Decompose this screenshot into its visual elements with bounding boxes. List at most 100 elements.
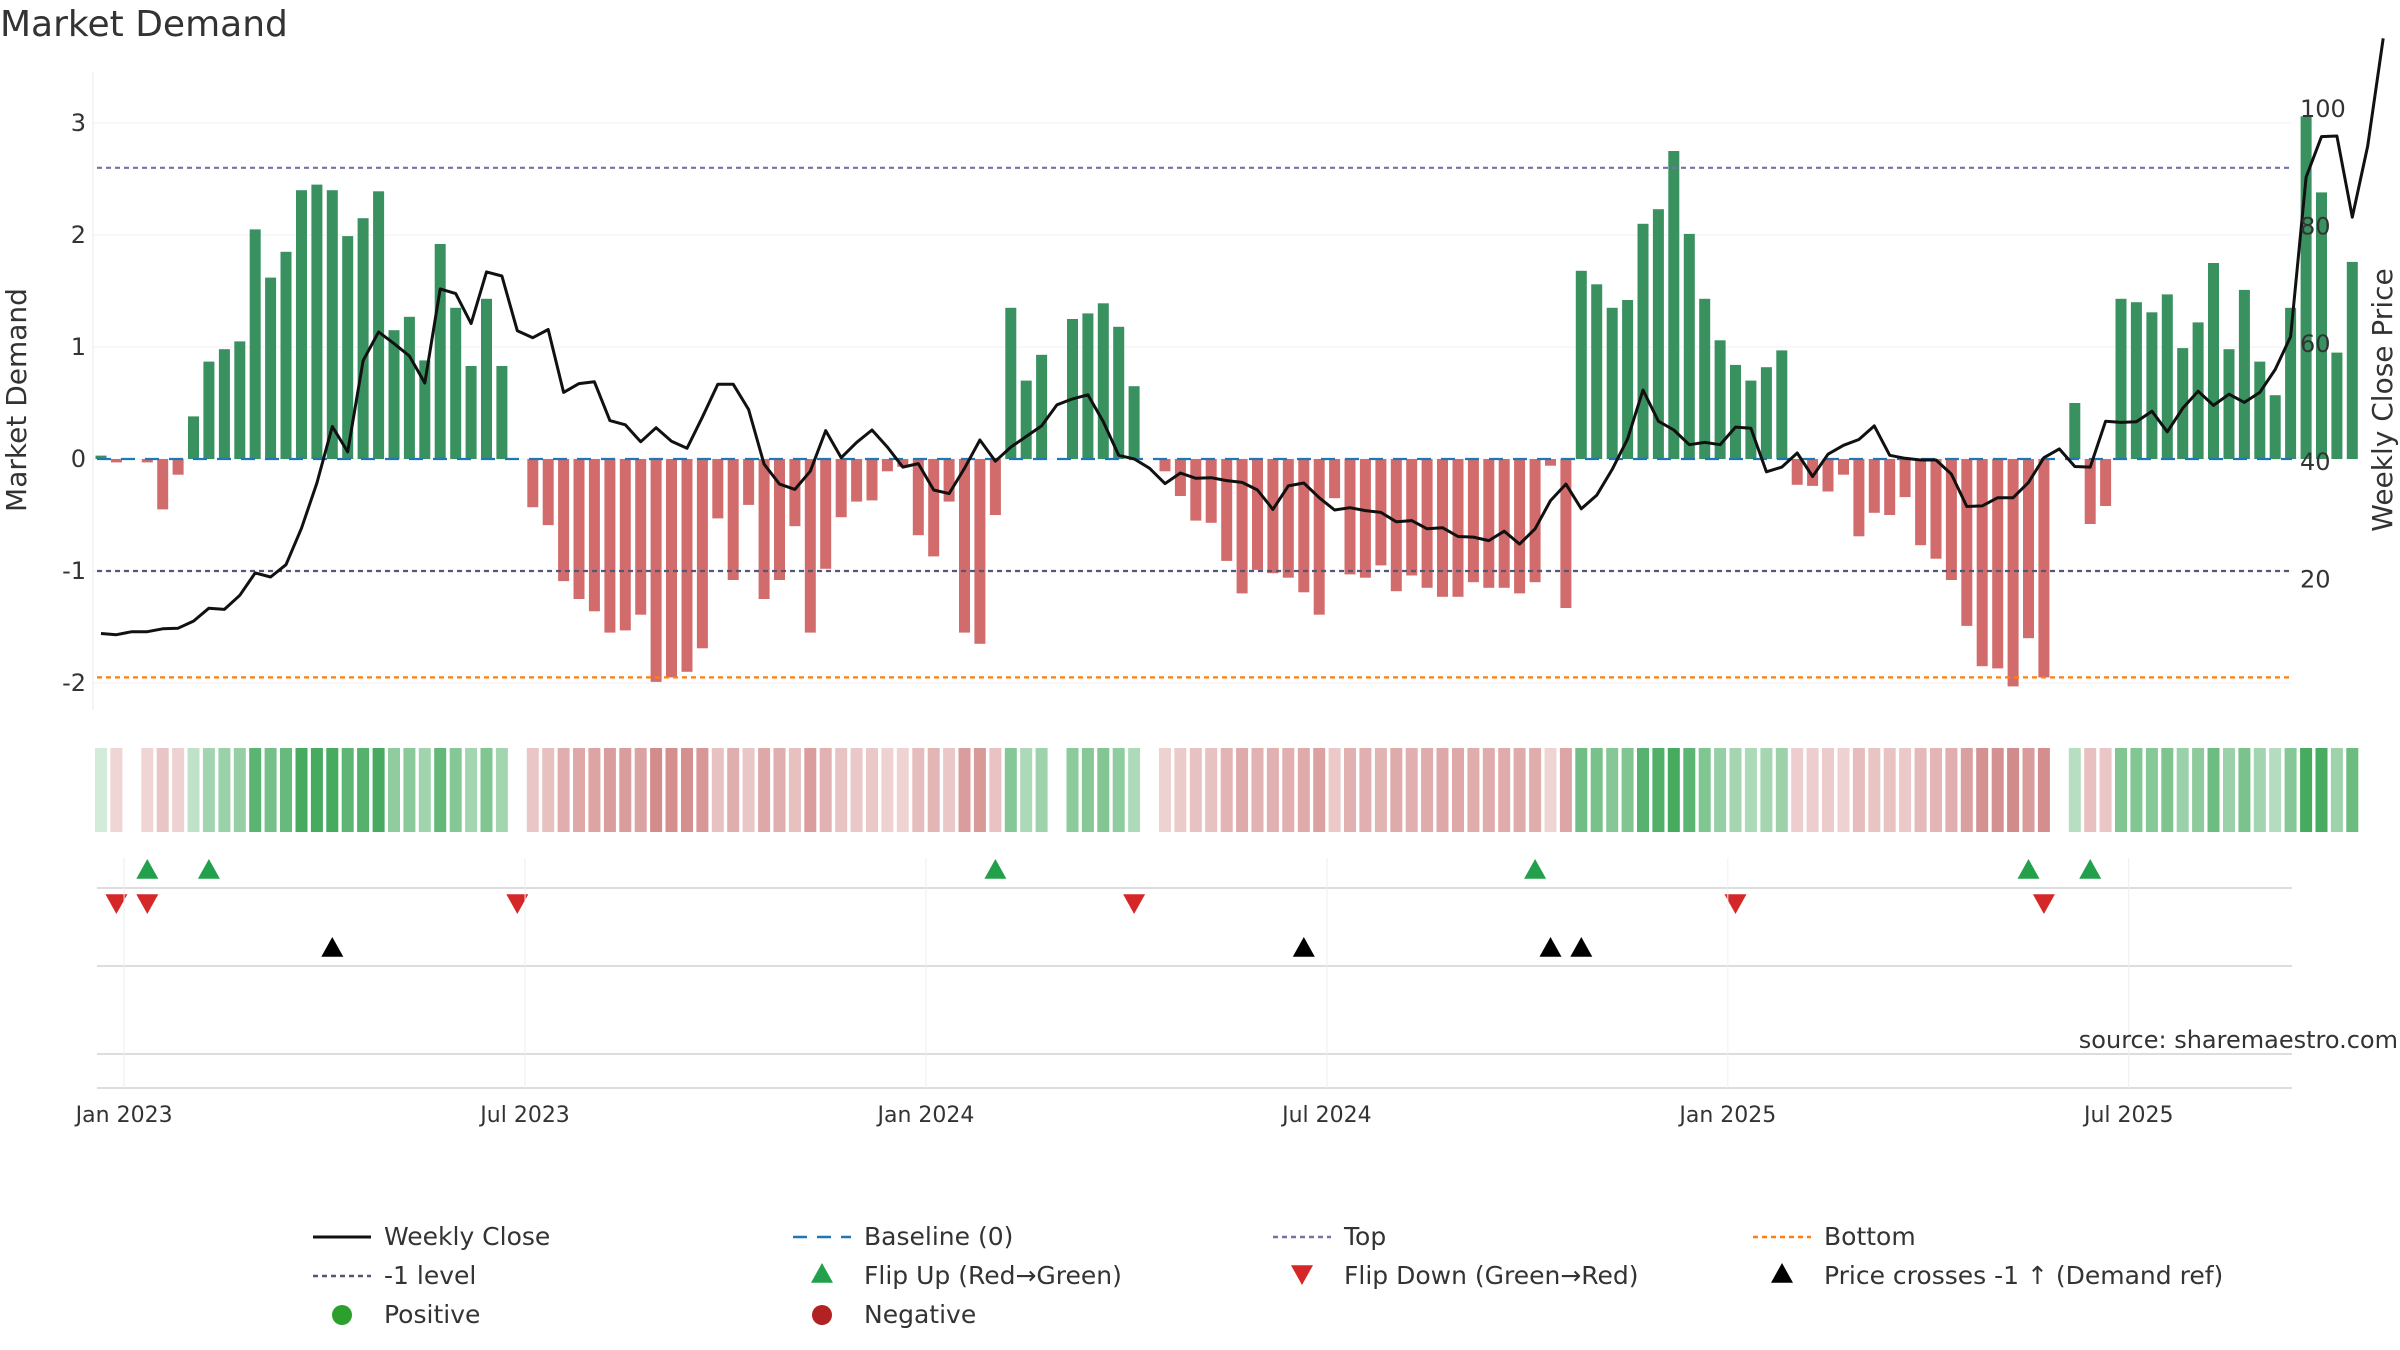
- heat-cell: [773, 748, 786, 832]
- demand-bar: [1082, 313, 1094, 459]
- demand-bar: [619, 459, 631, 631]
- heat-cell: [1791, 748, 1804, 832]
- demand-bar: [2007, 459, 2019, 687]
- heat-cell: [1436, 748, 1449, 832]
- heat-cell: [1313, 748, 1326, 832]
- heat-cell: [2223, 748, 2235, 832]
- demand-bar: [928, 459, 940, 557]
- demand-bar: [1791, 459, 1803, 485]
- heat-cell: [310, 748, 323, 832]
- legend-bottom-label: Bottom: [1824, 1222, 1916, 1251]
- demand-heat-strip: [95, 748, 2359, 832]
- demand-bar: [342, 236, 354, 459]
- weekly-close-line: [100, 38, 2385, 637]
- demand-bar: [1329, 459, 1341, 499]
- heat-cell: [1421, 748, 1434, 832]
- heat-cell: [2207, 748, 2220, 832]
- demand-bar: [820, 459, 832, 569]
- demand-bar: [1190, 459, 1202, 521]
- demand-bar: [1036, 354, 1048, 459]
- demand-bar: [1406, 459, 1418, 576]
- heat-cell: [958, 748, 971, 832]
- demand-bar: [1282, 459, 1294, 578]
- demand-bar: [1945, 459, 1957, 580]
- demand-bar: [2300, 116, 2312, 460]
- y2-axis-ticks: 20 40 60 80 100: [2300, 95, 2346, 593]
- demand-bar: [296, 190, 307, 459]
- heat-cell: [2099, 748, 2112, 832]
- demand-bar: [1730, 364, 1741, 459]
- heat-cell: [1405, 748, 1418, 832]
- demand-bar: [2316, 192, 2327, 459]
- demand-bar: [265, 277, 277, 459]
- demand-bar: [326, 190, 338, 459]
- demand-bar: [1529, 459, 1541, 583]
- demand-bar: [234, 341, 246, 459]
- demand-bar: [1668, 151, 1680, 459]
- heat-cell: [2161, 748, 2174, 832]
- heat-cell: [681, 748, 693, 832]
- heat-cell: [1174, 748, 1187, 832]
- flip-down-marker: [506, 894, 529, 914]
- price-cross-marker: [1539, 937, 1562, 957]
- demand-bar: [1005, 307, 1017, 459]
- flip-up-marker: [197, 859, 220, 879]
- heat-cell: [434, 748, 447, 832]
- flip-up-marker: [136, 859, 159, 879]
- heat-cell: [1189, 748, 1202, 832]
- heat-cell: [2115, 748, 2127, 832]
- demand-bar: [2346, 261, 2358, 459]
- heat-cell: [989, 748, 1002, 832]
- flip-up-marker: [1524, 859, 1547, 879]
- flip-down-marker: [105, 894, 128, 914]
- signal-markers: [97, 859, 2292, 1089]
- heat-cell: [1236, 748, 1249, 832]
- heat-cell: [449, 748, 462, 832]
- heat-cell: [588, 748, 601, 832]
- y2-tick-label: 20: [2300, 565, 2331, 593]
- demand-bar: [712, 459, 724, 519]
- demand-bar: [2285, 307, 2297, 459]
- demand-bar: [172, 459, 184, 475]
- heat-cell: [1852, 748, 1865, 832]
- y2-tick-label: 100: [2300, 95, 2346, 123]
- heat-cell: [1698, 748, 1711, 832]
- demand-bar: [912, 459, 924, 536]
- demand-bar: [1113, 326, 1125, 459]
- demand-bar: [1745, 380, 1757, 459]
- heat-cell: [1960, 748, 1973, 832]
- heat-cell: [341, 748, 354, 832]
- heat-cell: [495, 748, 508, 832]
- demand-bar: [1344, 459, 1356, 575]
- heat-cell: [1097, 748, 1110, 832]
- heat-cell: [1282, 748, 1295, 832]
- heat-cell: [788, 748, 801, 832]
- heat-cell: [850, 748, 863, 832]
- heat-cell: [742, 748, 755, 832]
- demand-bar: [1776, 350, 1788, 459]
- heat-cell: [2300, 748, 2313, 832]
- heat-cell: [1683, 748, 1696, 832]
- demand-bar: [943, 459, 955, 502]
- heat-cell: [295, 748, 308, 832]
- heat-cell: [1883, 748, 1896, 832]
- demand-bar: [2208, 263, 2219, 459]
- price-cross-marker: [1292, 937, 1315, 957]
- demand-bar: [959, 459, 970, 633]
- heat-cell: [1359, 748, 1372, 832]
- demand-bar: [157, 459, 169, 510]
- heat-cell: [465, 748, 478, 832]
- heat-cell: [943, 748, 956, 832]
- heat-cell: [2330, 748, 2343, 832]
- demand-bar: [403, 316, 415, 459]
- heat-cell: [1205, 748, 1218, 832]
- heat-cell: [973, 748, 986, 832]
- demand-bar: [588, 459, 600, 612]
- demand-bar: [141, 459, 153, 463]
- x-tick-label: Jul 2023: [478, 1103, 570, 1128]
- demand-bar: [2038, 459, 2050, 678]
- heat-cell: [1822, 748, 1834, 832]
- heat-cell: [896, 748, 909, 832]
- demand-bar: [280, 251, 292, 459]
- heat-cell: [1374, 748, 1387, 832]
